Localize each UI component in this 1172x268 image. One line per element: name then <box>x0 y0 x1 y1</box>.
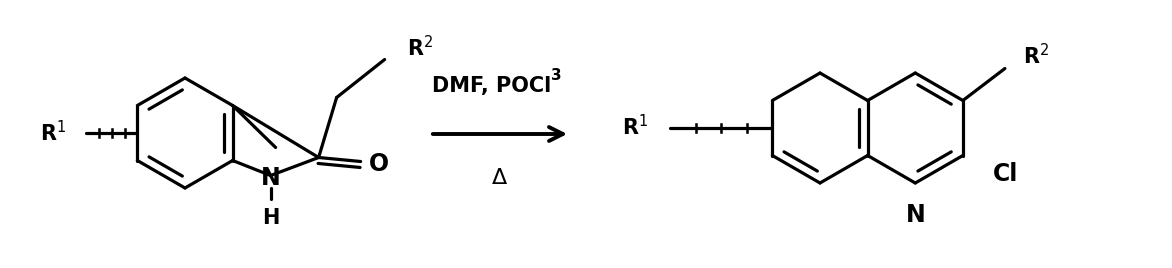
Text: H: H <box>263 207 279 228</box>
Text: R$^2$: R$^2$ <box>407 35 432 60</box>
Text: R$^1$: R$^1$ <box>40 120 66 146</box>
Text: Cl: Cl <box>993 162 1018 185</box>
Text: $\Delta$: $\Delta$ <box>491 168 509 188</box>
Text: N: N <box>260 166 280 189</box>
Text: O: O <box>368 151 389 176</box>
Text: R$^1$: R$^1$ <box>622 114 648 140</box>
Text: R$^2$: R$^2$ <box>1023 43 1049 68</box>
Text: N: N <box>906 203 925 227</box>
Text: DMF, POCl: DMF, POCl <box>432 76 552 96</box>
Text: 3: 3 <box>551 69 561 84</box>
